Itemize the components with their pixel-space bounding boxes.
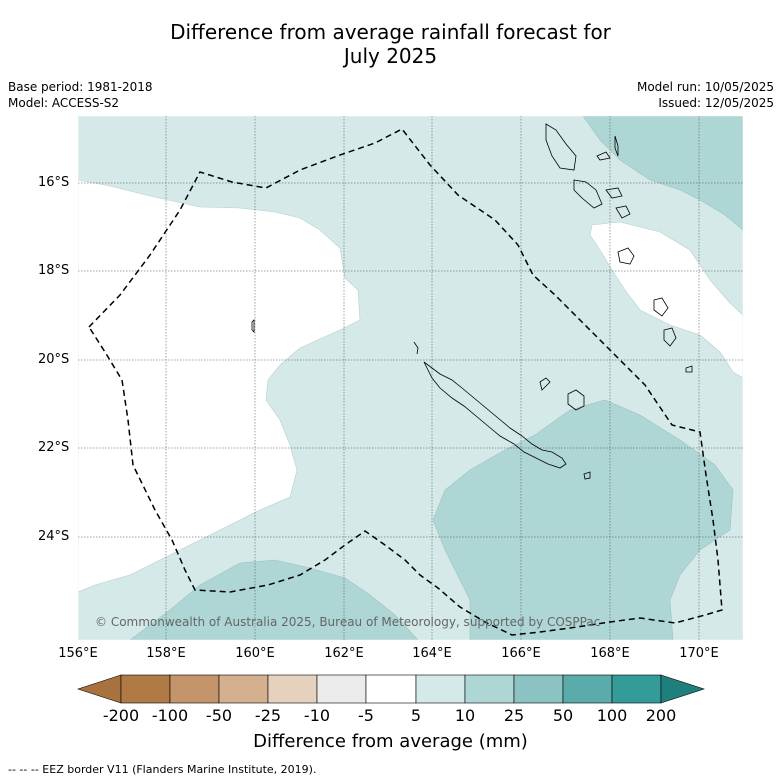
espiritu-santo-island bbox=[545, 123, 577, 171]
colorbar-bin-3 bbox=[218, 674, 269, 704]
lon-label-170e: 170°E bbox=[679, 646, 719, 661]
belep-islands bbox=[413, 341, 419, 355]
malekula-island bbox=[573, 179, 603, 209]
map-title: Difference from average rainfall forecas… bbox=[0, 20, 781, 68]
erromango-island bbox=[617, 247, 635, 265]
colorbar-label-neg10: -10 bbox=[303, 706, 331, 725]
colorbar-label-neg50: -50 bbox=[205, 706, 233, 725]
model-name: Model: ACCESS-S2 bbox=[8, 96, 120, 110]
ouvea-island bbox=[539, 377, 551, 391]
small-island-east bbox=[685, 365, 693, 373]
lat-label-16s: 16°S bbox=[38, 175, 70, 190]
title-line-2: July 2025 bbox=[343, 44, 438, 68]
colorbar-extend-high bbox=[660, 674, 705, 704]
colorbar-bin-8 bbox=[464, 674, 515, 704]
lifou-island bbox=[567, 389, 585, 411]
colorbar-label-200: 200 bbox=[645, 706, 677, 725]
colorbar-bin-6 bbox=[365, 674, 417, 704]
colorbar-title: Difference from average (mm) bbox=[253, 731, 528, 752]
chesterfield-reef bbox=[251, 319, 255, 333]
mare-island bbox=[583, 471, 591, 480]
white-region-west bbox=[78, 179, 361, 593]
colorbar-bin-7 bbox=[415, 674, 466, 704]
pentecost-island bbox=[614, 135, 619, 157]
colorbar-label-50: 50 bbox=[552, 706, 574, 725]
colorbar-bin-2 bbox=[169, 674, 220, 704]
map-frame bbox=[77, 115, 744, 641]
base-period: Base period: 1981-2018 bbox=[8, 80, 153, 94]
lon-label-156e: 156°E bbox=[58, 646, 98, 661]
model-run: Model run: 10/05/2025 bbox=[636, 80, 774, 94]
colorbar bbox=[77, 674, 705, 704]
graticule bbox=[78, 116, 743, 640]
colorbar-bin-4 bbox=[267, 674, 318, 704]
colorbar-label-100: 100 bbox=[596, 706, 628, 725]
copyright-text: © Commonwealth of Australia 2025, Bureau… bbox=[95, 615, 600, 629]
lat-label-24s: 24°S bbox=[38, 529, 70, 544]
colorbar-bin-11 bbox=[611, 674, 662, 704]
ambae-island bbox=[596, 151, 611, 161]
colorbar-extend-low bbox=[77, 674, 122, 704]
teal-region-southwest bbox=[129, 559, 419, 640]
lon-label-168e: 168°E bbox=[590, 646, 630, 661]
map-plot-area: © Commonwealth of Australia 2025, Bureau… bbox=[78, 116, 743, 640]
colorbar-bin-1 bbox=[120, 674, 171, 704]
loyalty-small-island-1 bbox=[653, 297, 669, 317]
lat-label-22s: 22°S bbox=[38, 440, 70, 455]
title-line-1: Difference from average rainfall forecas… bbox=[170, 20, 611, 44]
lon-label-164e: 164°E bbox=[412, 646, 452, 661]
colorbar-label-25: 25 bbox=[503, 706, 525, 725]
lon-label-166e: 166°E bbox=[501, 646, 541, 661]
colorbar-label-neg25: -25 bbox=[254, 706, 282, 725]
metadata-right: Model run: 10/05/2025 Issued: 12/05/2025 bbox=[637, 79, 774, 111]
issued-date: Issued: 12/05/2025 bbox=[658, 96, 774, 110]
colorbar-label-10: 10 bbox=[454, 706, 476, 725]
lat-label-18s: 18°S bbox=[38, 263, 70, 278]
colorbar-label-neg5: -5 bbox=[358, 706, 374, 725]
eez-footnote: -- -- -- EEZ border V11 (Flanders Marine… bbox=[8, 763, 317, 776]
eez-border bbox=[88, 128, 723, 636]
colorbar-bin-10 bbox=[562, 674, 613, 704]
lat-label-20s: 20°S bbox=[38, 352, 70, 367]
lon-label-158e: 158°E bbox=[146, 646, 186, 661]
colorbar-bin-9 bbox=[513, 674, 564, 704]
lon-label-160e: 160°E bbox=[235, 646, 275, 661]
efate-island bbox=[615, 205, 631, 219]
loyalty-small-island-2 bbox=[663, 327, 677, 347]
lon-label-162e: 162°E bbox=[324, 646, 364, 661]
new-caledonia-island bbox=[423, 361, 567, 469]
metadata-left: Base period: 1981-2018 Model: ACCESS-S2 bbox=[8, 79, 153, 111]
colorbar-label-neg200: -200 bbox=[102, 706, 140, 725]
colorbar-bin-5 bbox=[316, 674, 367, 704]
colorbar-label-5: 5 bbox=[410, 706, 422, 725]
colorbar-label-neg100: -100 bbox=[151, 706, 189, 725]
ambrym-island bbox=[605, 187, 623, 199]
